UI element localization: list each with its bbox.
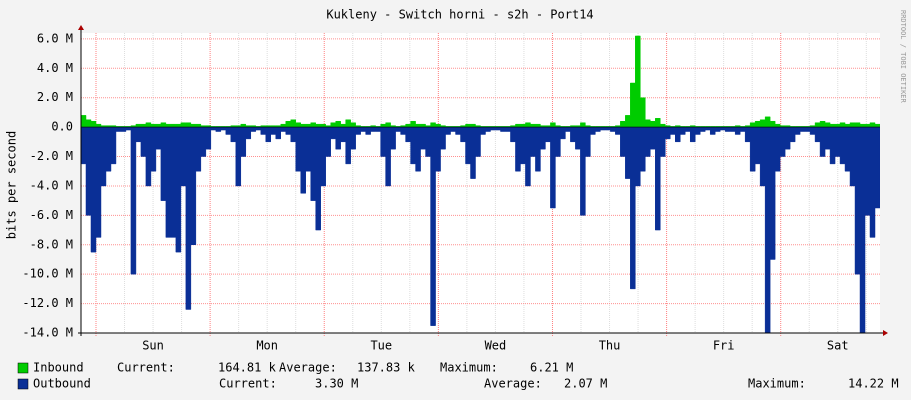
y-axis-label: bits per second bbox=[5, 131, 19, 239]
y-tick-label: -2.0 M bbox=[30, 149, 73, 163]
legend-stat-label: Average: bbox=[279, 361, 337, 375]
x-tick-label: Fri bbox=[713, 339, 735, 353]
x-tick-label: Tue bbox=[370, 339, 392, 353]
legend-label: Inbound bbox=[33, 361, 84, 375]
y-tick-label: -6.0 M bbox=[30, 208, 73, 222]
area bbox=[81, 126, 880, 333]
legend-stat-label: Maximum: bbox=[440, 361, 498, 375]
legend-swatch bbox=[17, 362, 29, 374]
x-tick-label: Wed bbox=[485, 339, 507, 353]
legend-swatch bbox=[17, 378, 29, 390]
y-tick-label: 6.0 M bbox=[37, 31, 73, 45]
y-tick-label: -10.0 M bbox=[22, 267, 73, 281]
chart-title: Kukleny - Switch horni - s2h - Port14 bbox=[326, 8, 593, 22]
x-tick-label: Sat bbox=[827, 339, 849, 353]
y-tick-label: -14.0 M bbox=[22, 326, 73, 340]
legend-stat-value: 3.30 M bbox=[315, 377, 358, 391]
y-tick-label: -4.0 M bbox=[30, 178, 73, 192]
legend-stat-value: 6.21 M bbox=[530, 361, 573, 375]
y-tick-label: -8.0 M bbox=[30, 237, 73, 251]
legend-stat-label: Maximum: bbox=[748, 377, 806, 391]
legend-stat-label: Average: bbox=[484, 377, 542, 391]
legend-stat-label: Current: bbox=[117, 361, 175, 375]
axis-arrow bbox=[78, 25, 84, 30]
legend-stat-value: 164.81 k bbox=[218, 361, 277, 375]
x-tick-label: Sun bbox=[142, 339, 164, 353]
legend-label: Outbound bbox=[33, 377, 91, 391]
legend-stat-label: Current: bbox=[219, 377, 277, 391]
y-tick-label: 0.0 bbox=[51, 120, 73, 134]
side-note: RRDTOOL / TOBI OETIKER bbox=[899, 10, 907, 104]
plot-area bbox=[81, 33, 880, 333]
y-tick-label: 4.0 M bbox=[37, 61, 73, 75]
legend-stat-value: 2.07 M bbox=[564, 377, 607, 391]
y-tick-label: 2.0 M bbox=[37, 90, 73, 104]
legend-stat-value: 137.83 k bbox=[357, 361, 416, 375]
x-tick-label: Thu bbox=[599, 339, 621, 353]
legend-stat-value: 14.22 M bbox=[848, 377, 899, 391]
x-tick-label: Mon bbox=[256, 339, 278, 353]
axis-arrow bbox=[883, 330, 888, 336]
area bbox=[81, 35, 880, 128]
y-tick-label: -12.0 M bbox=[22, 296, 73, 310]
